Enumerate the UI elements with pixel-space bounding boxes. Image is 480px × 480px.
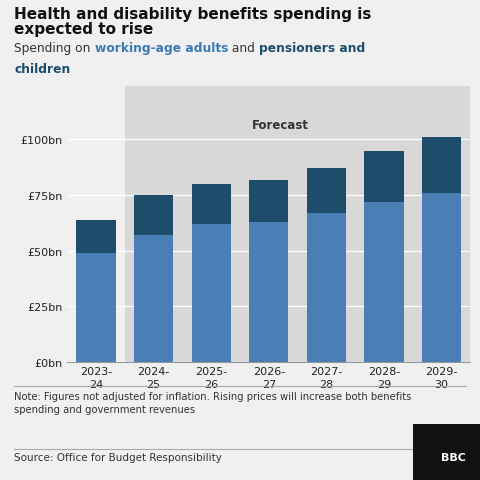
Text: children: children <box>14 62 71 75</box>
Bar <box>76 220 116 253</box>
Text: Source: Office for Budget Responsibility: Source: Office for Budget Responsibility <box>14 452 222 462</box>
Text: pensioners and: pensioners and <box>259 42 365 55</box>
Bar <box>125 86 470 362</box>
Bar <box>307 214 346 362</box>
Text: Forecast: Forecast <box>252 118 309 132</box>
Bar <box>192 225 231 362</box>
Text: Note: Figures not adjusted for inflation. Rising prices will increase both benef: Note: Figures not adjusted for inflation… <box>14 391 412 414</box>
Bar <box>422 193 461 362</box>
Bar <box>307 169 346 214</box>
Text: Spending on: Spending on <box>14 42 95 55</box>
Text: BBC: BBC <box>441 452 466 462</box>
Bar <box>249 180 288 222</box>
Bar <box>422 138 461 193</box>
Bar <box>364 151 404 203</box>
Bar <box>134 196 173 236</box>
Bar <box>249 222 288 362</box>
Text: Health and disability benefits spending is: Health and disability benefits spending … <box>14 7 372 22</box>
Text: expected to rise: expected to rise <box>14 22 154 36</box>
Bar <box>364 203 404 362</box>
Bar <box>192 185 231 225</box>
Text: and: and <box>228 42 259 55</box>
Bar <box>76 253 116 362</box>
Bar <box>134 236 173 362</box>
Text: working-age adults: working-age adults <box>95 42 228 55</box>
